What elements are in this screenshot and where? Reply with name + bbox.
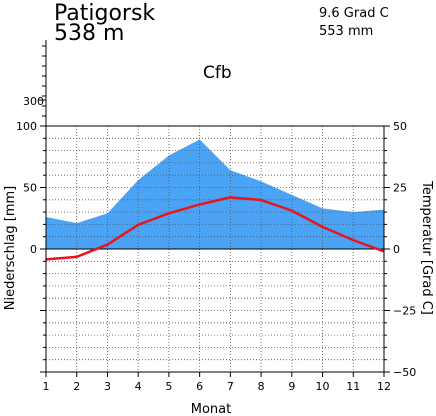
x-tick-label: 2 (73, 380, 80, 393)
upper-axis-ticks (38, 45, 46, 117)
x-tick-label: 7 (227, 380, 234, 393)
x-tick-label: 1 (43, 380, 50, 393)
station-elevation: 538 m (54, 21, 124, 46)
x-tick-label: 3 (104, 380, 111, 393)
right-axis-label: Temperatur [Grad C] (419, 180, 434, 315)
right-tick-label: 25 (393, 182, 407, 195)
x-tick-label: 6 (196, 380, 203, 393)
left-tick-label-300: 300 (23, 95, 44, 108)
x-tick-label: 11 (346, 380, 360, 393)
station-name: Patigorsk (54, 1, 155, 26)
right-axis: −50 −25 0 25 50 (384, 120, 416, 379)
right-tick-label: −50 (393, 366, 416, 379)
x-tick-label: 4 (135, 380, 142, 393)
annual-precipitation: 553 mm (319, 24, 373, 39)
left-tick-label: 100 (16, 120, 37, 133)
precipitation-area (46, 139, 384, 249)
left-tick-label: 50 (23, 182, 37, 195)
plot-area (45, 125, 385, 373)
right-tick-label: 50 (393, 120, 407, 133)
x-tick-label: 12 (377, 380, 391, 393)
x-tick-label: 5 (165, 380, 172, 393)
left-tick-label: 0 (30, 243, 37, 256)
temperature-line (45, 196, 385, 261)
x-tick-label: 9 (288, 380, 295, 393)
right-tick-label: −25 (393, 305, 416, 318)
climate-class: Cfb (203, 63, 232, 83)
x-axis-label: Monat (191, 402, 231, 416)
mean-temperature: 9.6 Grad C (319, 6, 389, 21)
left-axis-label: Niederschlag [mm] (3, 186, 18, 311)
x-tick-label: 10 (316, 380, 330, 393)
left-axis: 0 50 100 (16, 120, 46, 373)
upper-axis-extension: 300 (23, 40, 47, 127)
x-axis: 1 2 3 4 5 6 7 8 9 10 11 12 (43, 372, 391, 393)
right-tick-label: 0 (393, 243, 400, 256)
x-tick-label: 8 (258, 380, 265, 393)
